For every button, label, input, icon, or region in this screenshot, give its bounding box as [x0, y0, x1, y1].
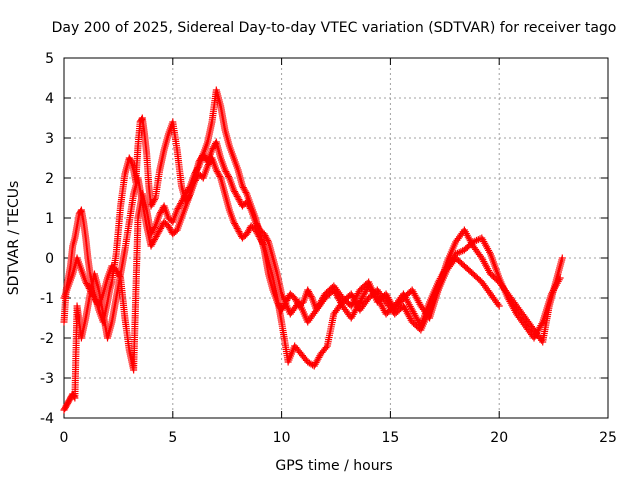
data-point-marker — [242, 188, 250, 196]
axis-ticks: 0 5 10 15 20 25 -4 -3 -2 -1 0 1 2 3 4 5 — [40, 51, 617, 446]
grid — [64, 58, 608, 418]
data-point-marker — [127, 157, 135, 165]
x-tick-label: 0 — [60, 430, 69, 446]
x-tick-label: 10 — [273, 430, 291, 446]
data-point-marker — [225, 172, 233, 180]
data-point-marker — [495, 302, 503, 310]
data-point-marker — [151, 196, 159, 204]
y-tick-label: 1 — [45, 211, 54, 227]
y-tick-label: 5 — [45, 51, 54, 67]
x-tick-label: 15 — [381, 430, 399, 446]
x-tick-label: 20 — [490, 430, 508, 446]
plot-frame — [63, 57, 609, 419]
data-point-marker — [246, 204, 254, 212]
data-point-marker — [259, 240, 267, 248]
y-tick-label: -2 — [40, 331, 54, 347]
y-tick-label: 4 — [45, 91, 54, 107]
y-tick-label: 2 — [45, 171, 54, 187]
y-tick-label: 0 — [45, 251, 54, 267]
y-tick-label: 3 — [45, 131, 54, 147]
data-point-marker — [264, 236, 272, 244]
data-point-marker — [322, 344, 330, 352]
data-points — [60, 86, 566, 414]
data-point-marker — [70, 393, 78, 401]
data-point-marker — [194, 164, 202, 172]
data-point-marker — [307, 292, 315, 300]
y-tick-label: -1 — [40, 291, 54, 307]
data-point-marker — [151, 224, 159, 232]
chart-title: Day 200 of 2025, Sidereal Day-to-day VTE… — [52, 20, 617, 36]
data-point-marker — [494, 300, 502, 308]
x-axis-label: GPS time / hours — [275, 458, 392, 474]
data-point-marker — [556, 274, 564, 282]
y-tick-label: -4 — [40, 411, 54, 427]
y-axis-label: SDTVAR / TECUs — [6, 181, 22, 296]
data-point-marker — [558, 254, 566, 262]
x-tick-label: 5 — [168, 430, 177, 446]
series-track-c — [60, 154, 503, 414]
y-tick-label: -3 — [40, 371, 54, 387]
x-tick-label: 25 — [599, 430, 617, 446]
data-point-marker — [216, 172, 224, 180]
